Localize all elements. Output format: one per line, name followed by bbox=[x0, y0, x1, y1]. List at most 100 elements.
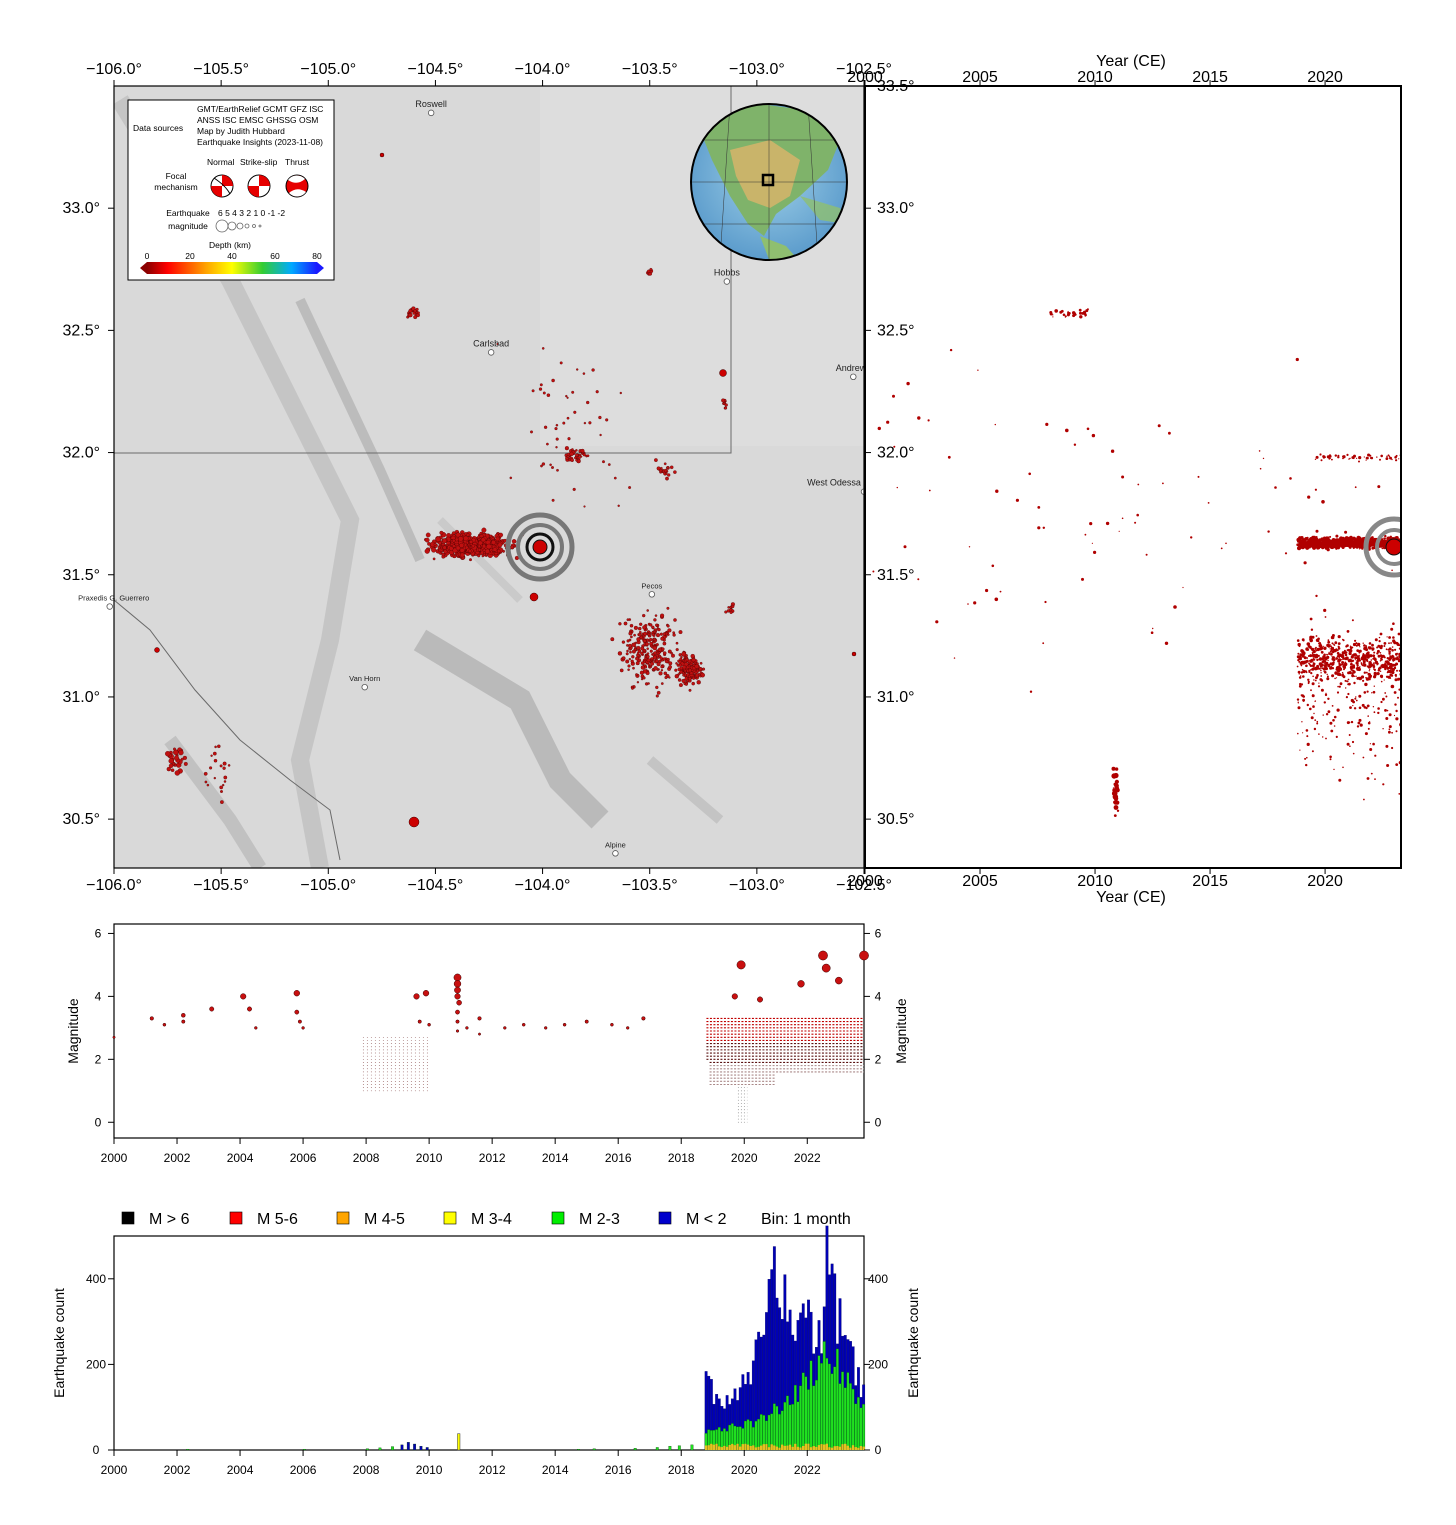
quake-dot bbox=[469, 539, 474, 544]
count-y-label-left: 200 bbox=[86, 1357, 106, 1371]
quake-dot bbox=[658, 659, 662, 664]
tl-quake-dot bbox=[1363, 644, 1366, 647]
tl-quake-dot bbox=[1342, 675, 1346, 679]
tl-quake-dot bbox=[1381, 547, 1384, 550]
tl-quake-dot bbox=[1376, 649, 1380, 653]
tl-quake-dot bbox=[1386, 709, 1389, 712]
tl-quake-dot bbox=[1304, 539, 1307, 541]
quake-dot bbox=[223, 775, 228, 780]
tl-quake-dot bbox=[1360, 662, 1363, 664]
tl-quake-dot bbox=[1326, 675, 1329, 678]
quake-dot bbox=[642, 639, 647, 643]
mag-point bbox=[736, 960, 746, 970]
tl-quake-dot bbox=[1329, 648, 1331, 650]
tl-quake-dot bbox=[1361, 544, 1365, 548]
bar-early bbox=[668, 1445, 672, 1451]
tl-quake-dot bbox=[1301, 662, 1304, 665]
tl-quake-dot bbox=[1323, 662, 1326, 664]
tl-quake-dot bbox=[1312, 542, 1314, 544]
count-x-label: 2016 bbox=[605, 1463, 632, 1477]
mag-point bbox=[301, 1026, 305, 1030]
quake-dot bbox=[678, 663, 683, 667]
quake-dot bbox=[629, 650, 632, 654]
tl-quake-dot bbox=[1296, 698, 1300, 701]
tl-quake-dot bbox=[1395, 717, 1399, 721]
tl-quake-dot bbox=[1348, 458, 1350, 460]
tl-quake-dot bbox=[1318, 657, 1323, 661]
quake-dot bbox=[531, 389, 535, 393]
tl-quake-dot bbox=[1344, 679, 1347, 682]
tl-quake-dot bbox=[1322, 455, 1326, 459]
tl-quake-dot bbox=[1297, 540, 1300, 543]
bar-m-3-4 bbox=[770, 1444, 773, 1450]
quake-dot bbox=[598, 415, 602, 420]
tl-quake-dot bbox=[1361, 703, 1365, 707]
tl-quake-dot bbox=[1371, 692, 1373, 694]
tl-quake-dot bbox=[985, 588, 989, 593]
quake-dot bbox=[681, 671, 685, 675]
place-label: Carlsbad bbox=[473, 338, 509, 348]
quake-dot bbox=[555, 437, 559, 441]
bar-m-3-4 bbox=[783, 1445, 787, 1450]
bar-m-2-3 bbox=[772, 1403, 776, 1451]
map-lon-label-top: −102.5° bbox=[836, 61, 892, 78]
mag-point bbox=[454, 993, 461, 1000]
tl-quake-dot bbox=[1339, 682, 1343, 686]
tl-quake-dot bbox=[1392, 640, 1395, 644]
tl-quake-dot bbox=[1353, 707, 1357, 710]
tl-quake-dot bbox=[1298, 684, 1302, 688]
tl-quake-dot bbox=[1168, 431, 1171, 435]
tl-quake-dot bbox=[1380, 644, 1383, 648]
tl-quake-dot bbox=[1081, 577, 1084, 581]
tl-quake-dot bbox=[1333, 725, 1336, 727]
mag-point bbox=[417, 1019, 422, 1024]
map-lon-label-top: −104.5° bbox=[408, 61, 464, 78]
tl-quake-dot bbox=[1390, 669, 1392, 671]
tl-quake-dot bbox=[1324, 616, 1327, 618]
tl-quake-dot bbox=[1384, 539, 1387, 542]
quake-dot bbox=[655, 659, 659, 663]
tl-quake-dot bbox=[1319, 538, 1321, 540]
tl-quake-dot bbox=[1052, 314, 1054, 316]
tl-quake-dot bbox=[1365, 677, 1369, 681]
tl-quake-dot bbox=[1297, 701, 1299, 703]
quake-dot bbox=[628, 631, 633, 636]
bar-m-3-4 bbox=[720, 1447, 724, 1450]
tl-quake-dot bbox=[886, 420, 890, 424]
quake-dot bbox=[692, 676, 696, 680]
tl-quake-dot bbox=[1337, 645, 1340, 648]
mag-label-2: magnitude bbox=[168, 221, 208, 231]
tl-quake-dot bbox=[1327, 710, 1331, 714]
tl-quake-dot bbox=[1343, 538, 1348, 543]
tl-quake-dot bbox=[1393, 714, 1396, 717]
tl-quake-dot bbox=[1314, 655, 1318, 658]
bar-early bbox=[365, 1448, 369, 1451]
tl-quake-dot bbox=[1302, 639, 1305, 642]
quake-dot bbox=[170, 768, 175, 772]
place-marker bbox=[648, 591, 656, 598]
quake-dot-large bbox=[851, 651, 857, 657]
tl-quake-dot bbox=[1395, 763, 1399, 766]
tl-quake-dot bbox=[1352, 642, 1357, 647]
bar-early bbox=[391, 1446, 394, 1451]
count-ylabel-right: Earthquake count bbox=[905, 1288, 921, 1398]
tl-quake-dot bbox=[1346, 649, 1348, 652]
tl-quake-dot bbox=[1373, 651, 1376, 654]
tl-quake-dot bbox=[1384, 709, 1387, 712]
quake-dot bbox=[648, 666, 652, 669]
tl-quake-dot bbox=[1355, 545, 1359, 549]
quake-dot bbox=[650, 661, 655, 666]
tl-quake-dot bbox=[1366, 651, 1370, 655]
tl-quake-dot bbox=[1207, 502, 1210, 504]
tl-quake-dot bbox=[1079, 315, 1083, 319]
bar-m-3-4 bbox=[707, 1445, 710, 1450]
tl-quake-dot bbox=[1305, 671, 1308, 674]
tl-quake-dot bbox=[1052, 316, 1054, 318]
tl-quake-dot bbox=[1354, 656, 1357, 660]
bar-m-3-4 bbox=[725, 1446, 729, 1450]
quake-dot bbox=[617, 651, 623, 656]
tl-quake-dot bbox=[1376, 646, 1379, 649]
tl-quake-dot bbox=[1386, 455, 1388, 458]
tl-quake-dot bbox=[1379, 654, 1383, 657]
tl-quake-dot bbox=[1333, 715, 1337, 719]
